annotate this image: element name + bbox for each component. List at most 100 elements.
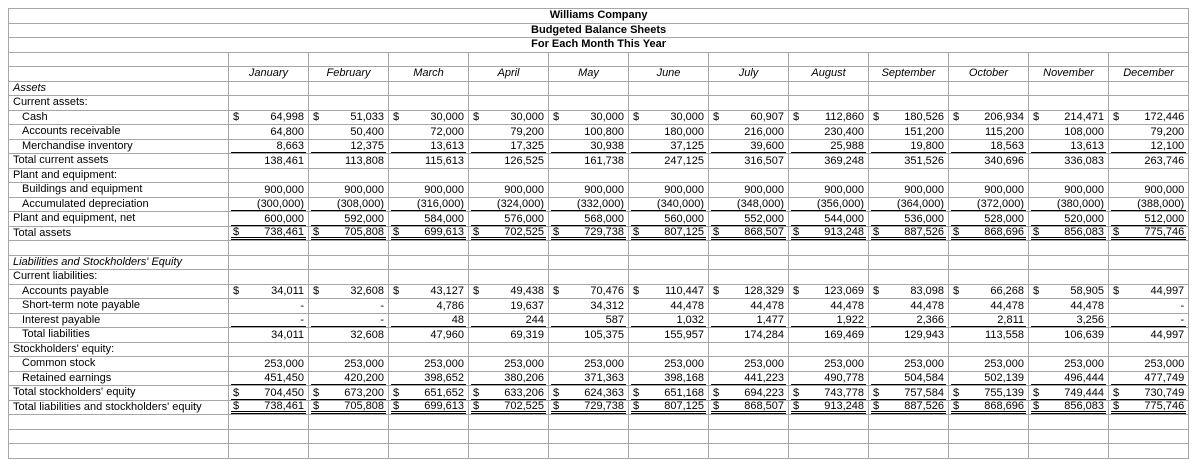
cell-total-assets-october: $868,696: [948, 225, 1029, 241]
cell-value: 108,000: [1064, 125, 1104, 138]
cell-spacer-3-december: [1107, 428, 1190, 444]
cell-accumulated-depreciation-november: (380,000): [1028, 196, 1109, 212]
cell-cash-october: $206,934: [948, 109, 1029, 125]
row-label-accounts-payable: Accounts payable: [8, 283, 229, 299]
cell-total-liabilities-and-equity-february: $705,808: [308, 399, 389, 415]
cell-spacer-4-october: [948, 443, 1029, 459]
row-label-total-stockholders-equity: Total stockholders' equity: [8, 385, 229, 401]
cell-retained-earnings-june: 398,168: [628, 370, 709, 386]
cell-value: 576,000: [504, 212, 544, 225]
cell-value: 44,478: [1070, 299, 1104, 312]
dollar-sign: $: [793, 285, 800, 297]
table-row-current-assets-header: Current assets:: [8, 95, 1190, 111]
cell-total-assets-july: $868,507: [708, 225, 789, 241]
cell-value: 253,000: [664, 357, 704, 370]
cell-value: 34,312: [590, 299, 624, 312]
cell-accumulated-depreciation-april: (324,000): [468, 196, 549, 212]
cell-cash-january: $64,998: [228, 109, 309, 125]
dollar-sign: $: [873, 111, 880, 123]
cell-value: 44,478: [750, 299, 784, 312]
cell-value: 340,696: [984, 154, 1024, 167]
cell-value: 60,907: [750, 111, 784, 123]
cell-stockholders-equity-header-may: [548, 341, 629, 357]
cell-value: 253,000: [1144, 357, 1185, 370]
cell-value: 44,478: [670, 299, 704, 312]
cell-liabilities-equity-header-march: [388, 254, 469, 270]
cell-value: 83,098: [910, 285, 944, 297]
cell-value: 705,808: [344, 400, 384, 412]
column-header-july: July: [708, 66, 789, 82]
cell-spacer-2-february: [308, 414, 389, 430]
cell-accumulated-depreciation-august: (356,000): [788, 196, 869, 212]
table-row-total-current-assets: Total current assets 138,461 113,808 115,61…: [8, 153, 1190, 169]
dollar-sign: $: [953, 285, 960, 297]
cell-accumulated-depreciation-july: (348,000): [708, 196, 789, 212]
cell-total-assets-january: $738,461: [228, 225, 309, 241]
cell-value: 34,011: [271, 328, 304, 341]
cell-liabilities-equity-header-august: [788, 254, 869, 270]
cell-total-assets-november: $856,083: [1028, 225, 1109, 241]
cell-current-liabilities-header-october: [948, 269, 1029, 285]
cell-value: 19,800: [910, 140, 944, 152]
cell-value: 807,125: [664, 400, 704, 412]
dollar-sign: $: [793, 386, 800, 399]
cell-plant-equipment-header-january: [228, 167, 309, 183]
cell-value: 351,526: [904, 154, 944, 167]
row-label-total-liabilities-and-equity: Total liabilities and stockholders' equi…: [8, 399, 229, 415]
cell-value: 369,248: [824, 154, 864, 167]
cell-value: 807,125: [664, 226, 704, 238]
cell-stockholders-equity-header-march: [388, 341, 469, 357]
cell-value: 44,997: [1150, 328, 1185, 341]
cell-total-liabilities-march: 47,960: [388, 327, 469, 343]
row-label-spacer-3: [8, 428, 229, 444]
cell-value: 451,450: [264, 372, 304, 384]
cell-spacer-1-december: [1107, 240, 1190, 256]
cell-total-current-assets-april: 126,525: [468, 153, 549, 169]
cell-interest-payable-november: 3,256: [1028, 312, 1109, 328]
cell-accumulated-depreciation-december: (388,000): [1107, 196, 1190, 212]
cell-value: 336,083: [1064, 154, 1104, 167]
cell-value: 738,461: [264, 400, 304, 412]
table-row-total-liabilities-and-equity: Total liabilities and stockholders' equi…: [8, 399, 1190, 415]
empty-cell: [1028, 51, 1109, 67]
dollar-sign: $: [953, 111, 960, 123]
cell-value: -: [1180, 314, 1185, 326]
cell-total-liabilities-october: 113,558: [948, 327, 1029, 343]
cell-interest-payable-december: -: [1107, 312, 1190, 328]
cell-value: 316,507: [744, 154, 784, 167]
cell-interest-payable-january: -: [228, 312, 309, 328]
cell-current-liabilities-header-january: [228, 269, 309, 285]
cell-liabilities-equity-header-december: [1107, 254, 1190, 270]
cell-plant-equipment-header-september: [868, 167, 949, 183]
cell-cash-may: $30,000: [548, 109, 629, 125]
cell-merchandise-inventory-april: 17,325: [468, 138, 549, 154]
cell-value: 105,375: [584, 328, 624, 341]
cell-current-assets-header-january: [228, 95, 309, 111]
cell-total-liabilities-and-equity-october: $868,696: [948, 399, 1029, 415]
cell-spacer-1-may: [548, 240, 629, 256]
cell-stockholders-equity-header-september: [868, 341, 949, 357]
cell-spacer-1-january: [228, 240, 309, 256]
cell-spacer-4-september: [868, 443, 949, 459]
cell-value: 868,507: [744, 400, 784, 412]
cell-value: 13,613: [1070, 140, 1104, 152]
cell-assets-header-march: [388, 80, 469, 96]
cell-common-stock-april: 253,000: [468, 356, 549, 372]
cell-value: 699,613: [424, 400, 464, 412]
dollar-sign: $: [313, 111, 320, 123]
cell-value: 900,000: [424, 183, 464, 196]
cell-plant-equipment-header-july: [708, 167, 789, 183]
cell-spacer-4-june: [628, 443, 709, 459]
cell-spacer-1-april: [468, 240, 549, 256]
cell-accounts-receivable-july: 216,000: [708, 124, 789, 140]
cell-value: 70,476: [590, 285, 624, 297]
cell-value: 32,608: [350, 328, 384, 341]
report-period: For Each Month This Year: [7, 37, 1190, 53]
cell-retained-earnings-september: 504,584: [868, 370, 949, 386]
cell-value: 1,477: [756, 314, 784, 326]
column-header-february: February: [308, 66, 389, 82]
cell-spacer-1-november: [1028, 240, 1109, 256]
cell-value: 441,223: [744, 372, 784, 384]
cell-accounts-receivable-june: 180,000: [628, 124, 709, 140]
cell-value: 44,478: [830, 299, 864, 312]
